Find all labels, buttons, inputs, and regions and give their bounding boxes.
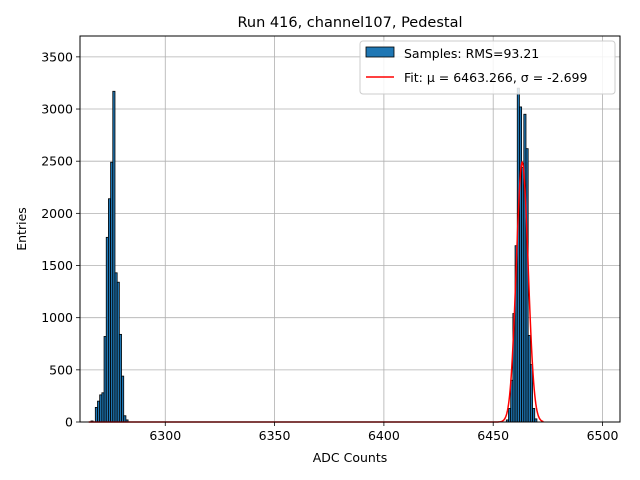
histogram-bars — [90, 87, 538, 423]
histogram-bar — [121, 375, 125, 423]
y-axis-ticks: 0 500 1000 1500 2000 2500 3000 3500 — [41, 49, 80, 430]
x-tick-label: 6450 — [477, 428, 509, 443]
x-axis-label: ADC Counts — [313, 450, 388, 465]
y-tick-label: 500 — [49, 362, 73, 377]
x-tick-label: 6400 — [368, 428, 400, 443]
y-tick-label: 2500 — [41, 154, 73, 169]
x-tick-label: 6350 — [259, 428, 291, 443]
legend-label-samples: Samples: RMS=93.21 — [404, 46, 539, 61]
y-tick-label: 3000 — [41, 102, 73, 117]
legend-swatch-samples — [365, 46, 395, 58]
y-tick-label: 2000 — [41, 206, 73, 221]
x-axis-ticks: 6300 6350 6400 6450 6500 — [149, 422, 618, 443]
grid — [80, 36, 620, 423]
x-tick-label: 6500 — [587, 428, 619, 443]
chart-title: Run 416, channel107, Pedestal — [237, 15, 462, 31]
x-tick-label: 6300 — [149, 428, 181, 443]
legend: Samples: RMS=93.21 Fit: μ = 6463.266, σ … — [359, 40, 616, 95]
y-tick-label: 3500 — [41, 49, 73, 64]
y-tick-label: 1000 — [41, 310, 73, 325]
y-axis-label: Entries — [14, 207, 29, 251]
legend-box — [359, 40, 616, 95]
y-tick-label: 1500 — [41, 258, 73, 273]
plot-area-frame — [79, 35, 621, 423]
y-tick-label: 0 — [65, 415, 73, 430]
legend-label-fit: Fit: μ = 6463.266, σ = -2.699 — [404, 70, 587, 85]
